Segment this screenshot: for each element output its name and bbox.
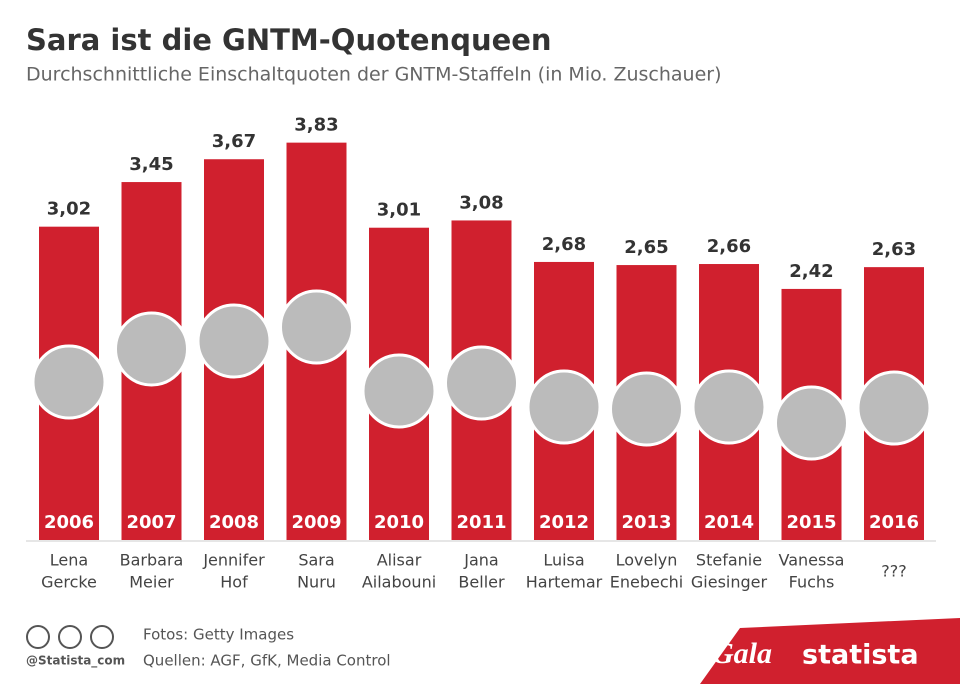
photo <box>114 311 189 387</box>
brand-gala: Gala <box>712 637 772 670</box>
sources: Quellen: AGF, GfK, Media Control <box>143 652 391 670</box>
year-label: 2014 <box>704 512 754 533</box>
year-label: 2008 <box>209 512 259 533</box>
name-label: ??? <box>881 562 906 581</box>
value-label: 3,67 <box>212 131 256 152</box>
name-label: Jennifer <box>202 551 265 570</box>
name-label: Luisa <box>543 551 584 570</box>
photo <box>774 385 849 461</box>
handle: @Statista_com <box>26 654 125 669</box>
year-label: 2012 <box>539 512 589 533</box>
value-label: 2,42 <box>789 261 833 282</box>
photo <box>444 345 519 421</box>
cc-icons <box>26 625 114 649</box>
name-label: Fuchs <box>789 573 835 592</box>
name-label: Lovelyn <box>616 551 678 570</box>
value-label: 3,01 <box>377 200 421 221</box>
photo <box>526 369 602 445</box>
photo <box>856 370 932 446</box>
value-label: 2,63 <box>872 239 916 260</box>
name-label: Sara <box>298 551 334 570</box>
photo <box>691 369 767 445</box>
value-label: 3,83 <box>294 115 338 136</box>
name-label: Nuru <box>297 573 336 592</box>
year-label: 2007 <box>126 512 176 533</box>
year-label: 2013 <box>621 512 671 533</box>
photo <box>609 371 684 447</box>
chart-subtitle: Durchschnittliche Einschaltquoten der GN… <box>26 64 722 86</box>
value-label: 2,68 <box>542 234 586 255</box>
name-label: Meier <box>129 573 174 592</box>
year-label: 2006 <box>44 512 94 533</box>
year-label: 2009 <box>291 512 341 533</box>
footer-band <box>700 618 960 684</box>
value-label: 3,02 <box>47 199 91 220</box>
name-label: Vanessa <box>779 551 845 570</box>
name-label: Alisar <box>377 551 422 570</box>
name-label: Ailabouni <box>362 573 436 592</box>
name-label: Hof <box>220 573 248 592</box>
photo <box>361 353 437 429</box>
year-label: 2011 <box>456 512 506 533</box>
name-label: Enebechi <box>610 573 683 592</box>
name-label: Gercke <box>41 573 97 592</box>
photo <box>279 289 354 365</box>
name-label: Lena <box>50 551 88 570</box>
chart-title: Sara ist die GNTM-Quotenqueen <box>26 23 552 57</box>
year-label: 2015 <box>786 512 836 533</box>
year-label: 2016 <box>869 512 919 533</box>
brand-statista: statista <box>802 640 919 671</box>
value-label: 2,66 <box>707 236 751 257</box>
name-label: Giesinger <box>691 573 768 592</box>
name-label: Barbara <box>120 551 184 570</box>
name-label: Hartemar <box>526 573 603 592</box>
value-label: 3,45 <box>129 154 173 175</box>
name-label: Beller <box>458 573 505 592</box>
name-label: Jana <box>463 551 498 570</box>
value-label: 3,08 <box>459 192 503 213</box>
photo <box>196 303 272 379</box>
value-label: 2,65 <box>624 237 668 258</box>
year-label: 2010 <box>374 512 424 533</box>
name-label: Stefanie <box>696 551 762 570</box>
photo-credit: Fotos: Getty Images <box>143 626 294 644</box>
photo <box>31 344 107 420</box>
